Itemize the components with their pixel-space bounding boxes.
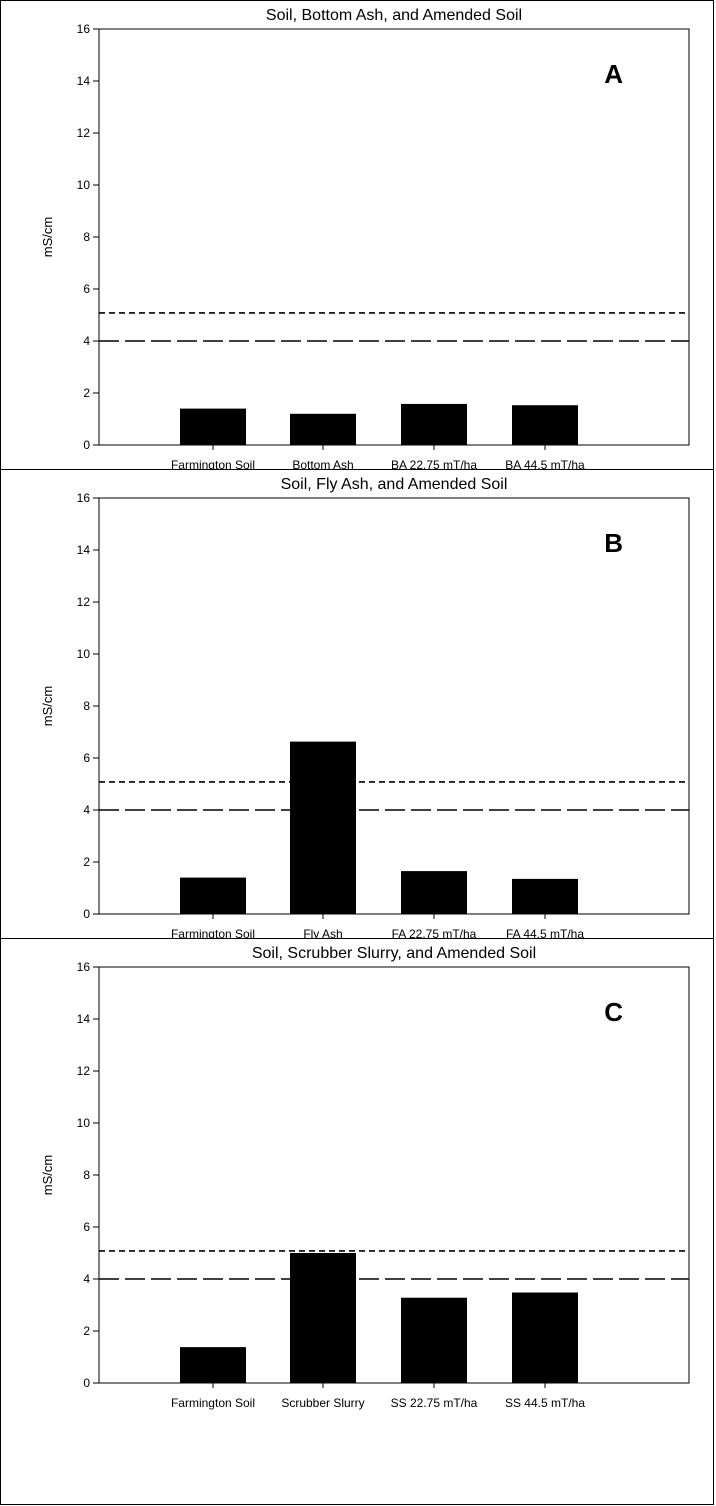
chart-svg-a: Soil, Bottom Ash, and Amended Soil 0 2 4 6 8 1…: [40, 7, 690, 471]
bar-c-0: [180, 1347, 246, 1383]
y-tick-label-c-0: 0: [83, 1376, 90, 1390]
panel-label-c: C: [604, 997, 623, 1027]
y-tick-label-c-8: 16: [77, 960, 91, 974]
y-tick-label-b-7: 14: [77, 543, 91, 557]
y-tick-label-c-4: 8: [83, 1168, 90, 1182]
y-tick-label-a-4: 8: [83, 230, 90, 244]
y-tick-label-a-1: 2: [83, 386, 90, 400]
bar-a-2: [401, 403, 467, 445]
y-tick-label-b-2: 4: [83, 803, 90, 817]
x-tick-label-a-2: BA 22.75 mT/ha: [391, 458, 477, 471]
y-tick-label-b-0: 0: [83, 907, 90, 921]
x-tick-label-c-1: Scrubber Slurry: [281, 1396, 364, 1410]
plot-frame-c: [98, 966, 690, 1384]
y-tick-label-b-5: 10: [77, 647, 91, 661]
y-tick-label-c-7: 14: [77, 1012, 91, 1026]
y-tick-label-a-8: 16: [77, 22, 91, 36]
y-tick-label-c-6: 12: [77, 1064, 91, 1078]
panel-label-a: A: [604, 59, 623, 89]
bar-b-3: [512, 878, 578, 914]
bar-b-0: [180, 877, 246, 914]
x-tick-label-c-2: SS 22.75 mT/ha: [391, 1396, 478, 1410]
y-tick-label-a-5: 10: [77, 178, 91, 192]
chart-panel-b: Soil, Fly Ash, and Amended Soil 0 2 4 6 8 10 12…: [0, 469, 714, 940]
x-tick-label-c-0: Farmington Soil: [171, 1396, 255, 1410]
bar-c-1: [290, 1253, 356, 1383]
plot-frame-a: [98, 28, 690, 446]
bar-a-1: [290, 413, 356, 445]
y-tick-label-a-7: 14: [77, 74, 91, 88]
y-tick-label-a-0: 0: [83, 438, 90, 452]
x-tick-label-a-1: Bottom Ash: [292, 458, 353, 471]
y-tick-label-b-6: 12: [77, 595, 91, 609]
chart-panel-a: Soil, Bottom Ash, and Amended Soil 0 2 4 6 8 1…: [0, 0, 714, 471]
y-tick-label-a-6: 12: [77, 126, 91, 140]
bar-a-3: [512, 405, 578, 445]
y-tick-label-c-3: 6: [83, 1220, 90, 1234]
y-tick-label-a-3: 6: [83, 282, 90, 296]
panel-label-b: B: [604, 528, 623, 558]
y-tick-label-c-2: 4: [83, 1272, 90, 1286]
x-tick-label-b-3: FA 44.5 mT/ha: [506, 927, 584, 940]
bar-c-3: [512, 1292, 578, 1383]
chart-title-b: Soil, Fly Ash, and Amended Soil: [281, 476, 508, 493]
y-axis-label-a: mS/cm: [40, 217, 55, 257]
y-axis-label-c: mS/cm: [40, 1155, 55, 1195]
y-tick-label-a-2: 4: [83, 334, 90, 348]
y-tick-label-b-8: 16: [77, 491, 91, 505]
plot-frame-b: [98, 497, 690, 915]
chart-svg-c: Soil, Scrubber Slurry, and Amended Soil 0…: [40, 945, 690, 1410]
y-axis-label-b: mS/cm: [40, 686, 55, 726]
x-tick-label-a-0: Farmington Soil: [171, 458, 255, 471]
bar-c-2: [401, 1297, 467, 1383]
y-tick-label-b-1: 2: [83, 855, 90, 869]
chart-svg-b: Soil, Fly Ash, and Amended Soil 0 2 4 6 8 10 12…: [40, 476, 690, 940]
bar-a-0: [180, 408, 246, 445]
y-tick-label-b-3: 6: [83, 751, 90, 765]
y-tick-label-c-5: 10: [77, 1116, 91, 1130]
x-tick-label-b-0: Farmington Soil: [171, 927, 255, 940]
y-tick-label-b-4: 8: [83, 699, 90, 713]
y-tick-label-c-1: 2: [83, 1324, 90, 1338]
chart-panel-c: Soil, Scrubber Slurry, and Amended Soil 0…: [0, 938, 714, 1505]
x-tick-label-b-1: Fly Ash: [303, 927, 342, 940]
bar-b-1: [290, 741, 356, 914]
x-tick-label-a-3: BA 44.5 mT/ha: [505, 458, 585, 471]
bar-b-2: [401, 871, 467, 914]
x-tick-label-c-3: SS 44.5 mT/ha: [505, 1396, 585, 1410]
chart-title-a: Soil, Bottom Ash, and Amended Soil: [266, 7, 522, 24]
chart-title-c: Soil, Scrubber Slurry, and Amended Soil: [252, 945, 536, 962]
x-tick-label-b-2: FA 22.75 mT/ha: [392, 927, 477, 940]
